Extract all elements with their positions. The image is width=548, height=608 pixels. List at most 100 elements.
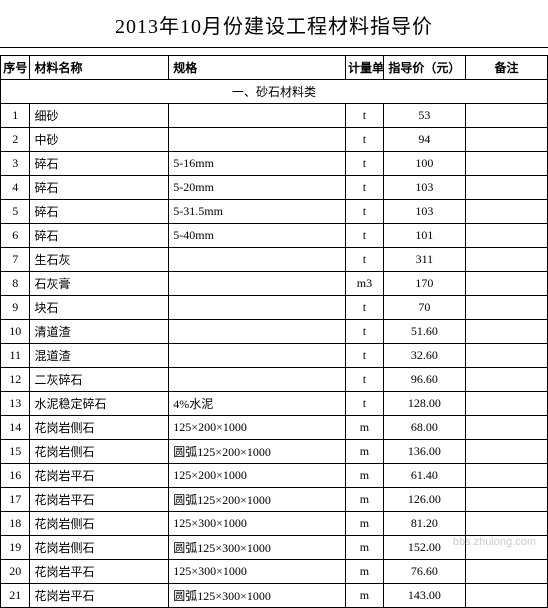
col-header-note: 备注 bbox=[465, 56, 547, 80]
table-row: 17花岗岩平石圆弧125×200×1000m126.00 bbox=[1, 488, 548, 512]
cell-spec: 125×200×1000 bbox=[169, 416, 346, 440]
cell-price: 143.00 bbox=[383, 584, 465, 608]
cell-spec bbox=[169, 128, 346, 152]
cell-unit: m bbox=[346, 416, 384, 440]
cell-seq: 6 bbox=[1, 224, 30, 248]
cell-price: 101 bbox=[383, 224, 465, 248]
table-row: 15花岗岩侧石圆弧125×200×1000m136.00 bbox=[1, 440, 548, 464]
cell-spec: 圆弧125×200×1000 bbox=[169, 488, 346, 512]
cell-price: 76.60 bbox=[383, 560, 465, 584]
cell-unit: m bbox=[346, 560, 384, 584]
cell-unit: t bbox=[346, 392, 384, 416]
cell-note bbox=[465, 176, 547, 200]
cell-price: 103 bbox=[383, 176, 465, 200]
cell-seq: 10 bbox=[1, 320, 30, 344]
cell-seq: 14 bbox=[1, 416, 30, 440]
cell-seq: 16 bbox=[1, 464, 30, 488]
cell-name: 花岗岩平石 bbox=[30, 584, 169, 608]
cell-seq: 15 bbox=[1, 440, 30, 464]
cell-seq: 12 bbox=[1, 368, 30, 392]
table-row: 1细砂t53 bbox=[1, 104, 548, 128]
section-header-row: 一、砂石材料类 bbox=[1, 80, 548, 104]
cell-note bbox=[465, 416, 547, 440]
cell-seq: 1 bbox=[1, 104, 30, 128]
cell-price: 32.60 bbox=[383, 344, 465, 368]
cell-price: 68.00 bbox=[383, 416, 465, 440]
cell-note bbox=[465, 320, 547, 344]
col-header-seq: 序号 bbox=[1, 56, 30, 80]
cell-seq: 2 bbox=[1, 128, 30, 152]
cell-price: 70 bbox=[383, 296, 465, 320]
cell-spec bbox=[169, 344, 346, 368]
cell-name: 二灰碎石 bbox=[30, 368, 169, 392]
cell-seq: 4 bbox=[1, 176, 30, 200]
cell-seq: 7 bbox=[1, 248, 30, 272]
cell-seq: 21 bbox=[1, 584, 30, 608]
cell-seq: 17 bbox=[1, 488, 30, 512]
cell-price: 81.20 bbox=[383, 512, 465, 536]
cell-note bbox=[465, 344, 547, 368]
table-row: 20花岗岩平石125×300×1000m76.60 bbox=[1, 560, 548, 584]
cell-spec: 4%水泥 bbox=[169, 392, 346, 416]
cell-spec: 5-16mm bbox=[169, 152, 346, 176]
table-row: 5碎石5-31.5mmt103 bbox=[1, 200, 548, 224]
cell-unit: t bbox=[346, 104, 384, 128]
cell-seq: 20 bbox=[1, 560, 30, 584]
table-row: 3碎石5-16mmt100 bbox=[1, 152, 548, 176]
cell-spec: 125×200×1000 bbox=[169, 464, 346, 488]
cell-note bbox=[465, 440, 547, 464]
document-title: 2013年10月份建设工程材料指导价 bbox=[0, 0, 548, 47]
cell-spec: 5-40mm bbox=[169, 224, 346, 248]
cell-note bbox=[465, 104, 547, 128]
cell-seq: 13 bbox=[1, 392, 30, 416]
cell-unit: t bbox=[346, 128, 384, 152]
cell-price: 136.00 bbox=[383, 440, 465, 464]
cell-unit: t bbox=[346, 368, 384, 392]
table-row: 4碎石5-20mmt103 bbox=[1, 176, 548, 200]
cell-name: 碎石 bbox=[30, 152, 169, 176]
cell-spec bbox=[169, 272, 346, 296]
cell-unit: t bbox=[346, 200, 384, 224]
cell-name: 石灰膏 bbox=[30, 272, 169, 296]
cell-note bbox=[465, 584, 547, 608]
table-row: 21花岗岩平石圆弧125×300×1000m143.00 bbox=[1, 584, 548, 608]
cell-price: 100 bbox=[383, 152, 465, 176]
table-row: 6碎石5-40mmt101 bbox=[1, 224, 548, 248]
table-row: 7生石灰t311 bbox=[1, 248, 548, 272]
cell-unit: m bbox=[346, 536, 384, 560]
cell-spec: 圆弧125×300×1000 bbox=[169, 536, 346, 560]
table-row: 9块石t70 bbox=[1, 296, 548, 320]
cell-note bbox=[465, 128, 547, 152]
cell-seq: 5 bbox=[1, 200, 30, 224]
cell-name: 花岗岩平石 bbox=[30, 488, 169, 512]
cell-price: 126.00 bbox=[383, 488, 465, 512]
cell-note bbox=[465, 392, 547, 416]
col-header-name: 材料名称 bbox=[30, 56, 169, 80]
cell-name: 碎石 bbox=[30, 224, 169, 248]
cell-note bbox=[465, 464, 547, 488]
cell-name: 水泥稳定碎石 bbox=[30, 392, 169, 416]
cell-note bbox=[465, 560, 547, 584]
cell-spec: 125×300×1000 bbox=[169, 560, 346, 584]
cell-name: 花岗岩侧石 bbox=[30, 416, 169, 440]
table-row: 16花岗岩平石125×200×1000m61.40 bbox=[1, 464, 548, 488]
cell-name: 碎石 bbox=[30, 176, 169, 200]
cell-spec: 圆弧125×300×1000 bbox=[169, 584, 346, 608]
cell-note bbox=[465, 296, 547, 320]
table-row: 8石灰膏m3170 bbox=[1, 272, 548, 296]
cell-seq: 8 bbox=[1, 272, 30, 296]
col-header-unit: 计量单位 bbox=[346, 56, 384, 80]
cell-price: 311 bbox=[383, 248, 465, 272]
col-header-spec: 规格 bbox=[169, 56, 346, 80]
cell-note bbox=[465, 368, 547, 392]
table-row: 12二灰碎石t96.60 bbox=[1, 368, 548, 392]
table-row: 14花岗岩侧石125×200×1000m68.00 bbox=[1, 416, 548, 440]
cell-spec bbox=[169, 104, 346, 128]
cell-seq: 11 bbox=[1, 344, 30, 368]
cell-name: 花岗岩侧石 bbox=[30, 512, 169, 536]
table-row: 11混道渣t32.60 bbox=[1, 344, 548, 368]
cell-unit: t bbox=[346, 176, 384, 200]
cell-spec bbox=[169, 320, 346, 344]
cell-name: 碎石 bbox=[30, 200, 169, 224]
table-body: 一、砂石材料类 1细砂t532中砂t943碎石5-16mmt1004碎石5-20… bbox=[1, 80, 548, 608]
